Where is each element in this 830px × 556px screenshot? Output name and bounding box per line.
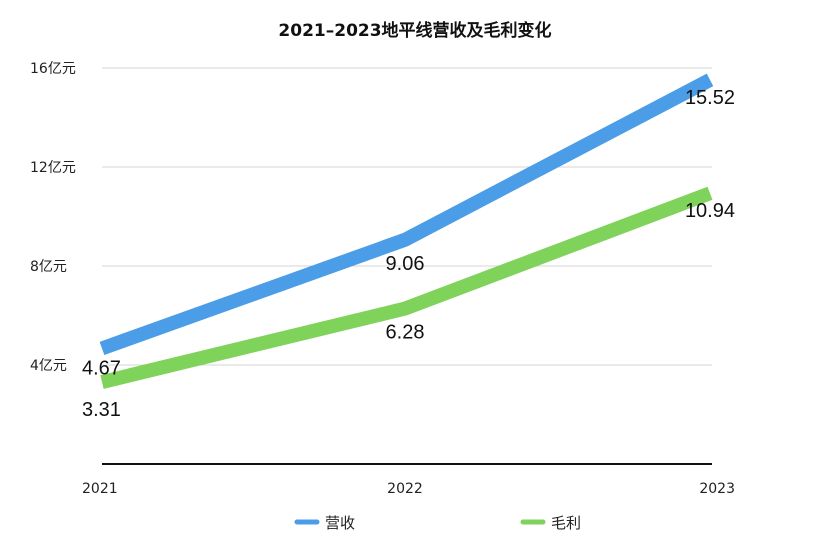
legend-label: 营收: [325, 514, 355, 532]
data-label: 3.31: [82, 399, 121, 421]
data-label: 4.67: [82, 357, 121, 379]
series-line-gross-profit: [100, 186, 713, 389]
gridlines: [102, 67, 712, 366]
y-tick-label: 8亿元: [30, 259, 67, 275]
series-lines: [99, 73, 714, 389]
data-label: 9.06: [386, 253, 425, 275]
data-label: 10.94: [685, 200, 735, 222]
data-labels: 4.67 9.06 15.52 3.31 6.28 10.94: [82, 87, 735, 421]
y-tick-label: 16亿元: [30, 61, 76, 77]
y-tick-label: 4亿元: [30, 358, 67, 374]
legend: 营收 毛利: [294, 514, 581, 532]
data-label: 6.28: [386, 322, 425, 344]
legend-label: 毛利: [551, 514, 581, 532]
x-tick-label: 2022: [387, 481, 423, 497]
axes: 4亿元 8亿元 12亿元 16亿元 2021 2022 2023: [30, 61, 735, 497]
x-tick-label: 2021: [82, 481, 118, 497]
chart-title: 2021–2023地平线营收及毛利变化: [278, 20, 551, 41]
data-label: 15.52: [685, 87, 735, 109]
series-line-revenue: [99, 73, 714, 356]
x-tick-label: 2023: [699, 481, 735, 497]
y-tick-label: 12亿元: [30, 160, 76, 176]
